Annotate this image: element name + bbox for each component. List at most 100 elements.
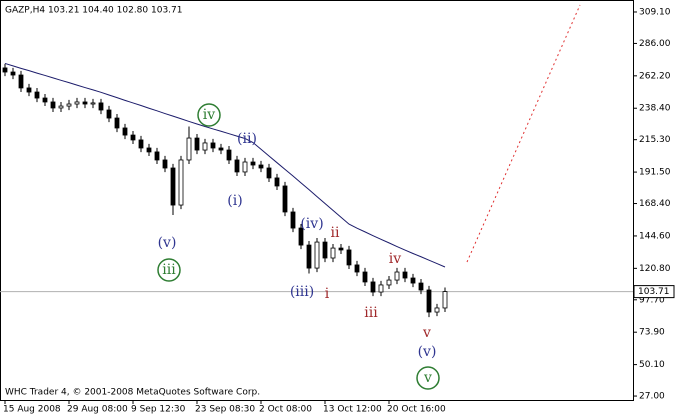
candle-body [82,101,88,105]
candle-body [10,71,16,76]
candle-body [418,282,424,291]
candle-body [130,134,136,141]
x-tick-label: 2 Oct 08:00 [259,405,312,415]
candle-body [434,307,440,313]
candle-body [394,271,400,281]
y-tick-label: 50.10 [639,360,665,370]
wave-label: (v) [158,235,177,251]
candle-body [34,91,40,99]
y-tick-label: 73.90 [639,328,665,338]
candle-body [26,87,32,93]
candle-body [114,117,120,129]
moving-average [4,62,446,268]
candle-body [106,109,112,119]
price-label-box [633,285,675,299]
candle-body [258,164,264,169]
wave-label: (v) [418,344,437,360]
candle-body [290,211,296,229]
x-tick-label: 23 Sep 08:30 [195,405,255,415]
candle-body [74,101,80,105]
wave-label: iii [162,262,176,278]
y-tick-label: 27.00 [639,392,665,402]
candle-body [298,227,304,246]
y-tick-label: 309.10 [639,7,671,17]
candle-body [442,291,448,309]
candle-body [410,277,416,284]
candle-body [362,271,368,283]
x-tick-label: 9 Sep 12:30 [131,405,186,415]
candle-body [218,147,224,151]
candle-body [234,159,240,173]
candle-body [98,102,104,111]
candle-body [186,137,192,161]
wave-label: (iv) [300,216,323,232]
x-tick-label: 29 Aug 08:00 [67,405,128,415]
wave-label: (i) [227,193,242,209]
x-tick-label: 15 Aug 2008 [3,405,61,415]
x-tick-label: 20 Oct 16:00 [387,405,446,415]
y-tick-label: 120.80 [639,264,671,274]
y-tick-label: 286.00 [639,39,671,49]
copyright: WHC Trader 4, © 2001-2008 MetaQuotes Sof… [5,388,260,398]
candle-body [42,97,48,103]
candle-body [154,151,160,161]
annotation-circle [416,366,440,390]
candle-body [314,241,320,269]
candle-body [426,289,432,313]
y-tick-label: 262.20 [639,71,671,81]
candle-body [194,137,200,151]
wave-label: (ii) [237,131,257,147]
wave-label: iv [389,251,401,267]
candle-body [266,167,272,179]
y-tick-label: 238.40 [639,104,671,114]
candle-body [146,147,152,153]
candle-body [306,244,312,269]
candle-body [338,247,344,251]
candle-body [250,161,256,166]
y-tick-label: 97.70 [639,295,665,305]
wave-label: (iii) [290,284,314,300]
wave-label: v [422,325,431,341]
candle-body [378,284,384,293]
wave-label: v [423,370,432,386]
y-tick-label: 168.40 [639,199,671,209]
candle-body [2,67,8,73]
annotation-circle [197,103,221,127]
candle-body [274,177,280,187]
candle-body [282,185,288,213]
candle-body [226,149,232,161]
candle-body [58,105,64,109]
projection-line [466,4,581,263]
candle-body [162,159,168,169]
annotation-circle [157,258,181,282]
candle-body [386,279,392,286]
candle-body [242,161,248,173]
candle-body [346,249,352,266]
wave-label: iv [203,107,215,123]
y-tick-label: 144.60 [639,231,671,241]
candle-body [330,247,336,259]
wave-label: iii [364,305,378,321]
y-tick-label: 215.30 [639,135,671,145]
candle-body [18,74,24,89]
candle-body [210,142,216,149]
x-tick-label: 13 Oct 12:00 [323,405,382,415]
candle-body [402,271,408,279]
candle-body [202,142,208,151]
plot-frame [0,0,634,401]
candle-body [138,139,144,149]
candle-body [170,167,176,206]
price-label: 103.71 [638,287,670,297]
candle-body [50,101,56,109]
header: GAZP,H4 103.21 104.40 102.80 103.71 [5,6,183,16]
candle-body [122,127,128,136]
candle-body [66,103,72,107]
candle-body [370,281,376,293]
candle-body [322,241,328,259]
candle-body [178,159,184,206]
wave-label: i [325,286,330,302]
candle-body [90,102,96,105]
wave-label: ii [331,225,340,241]
